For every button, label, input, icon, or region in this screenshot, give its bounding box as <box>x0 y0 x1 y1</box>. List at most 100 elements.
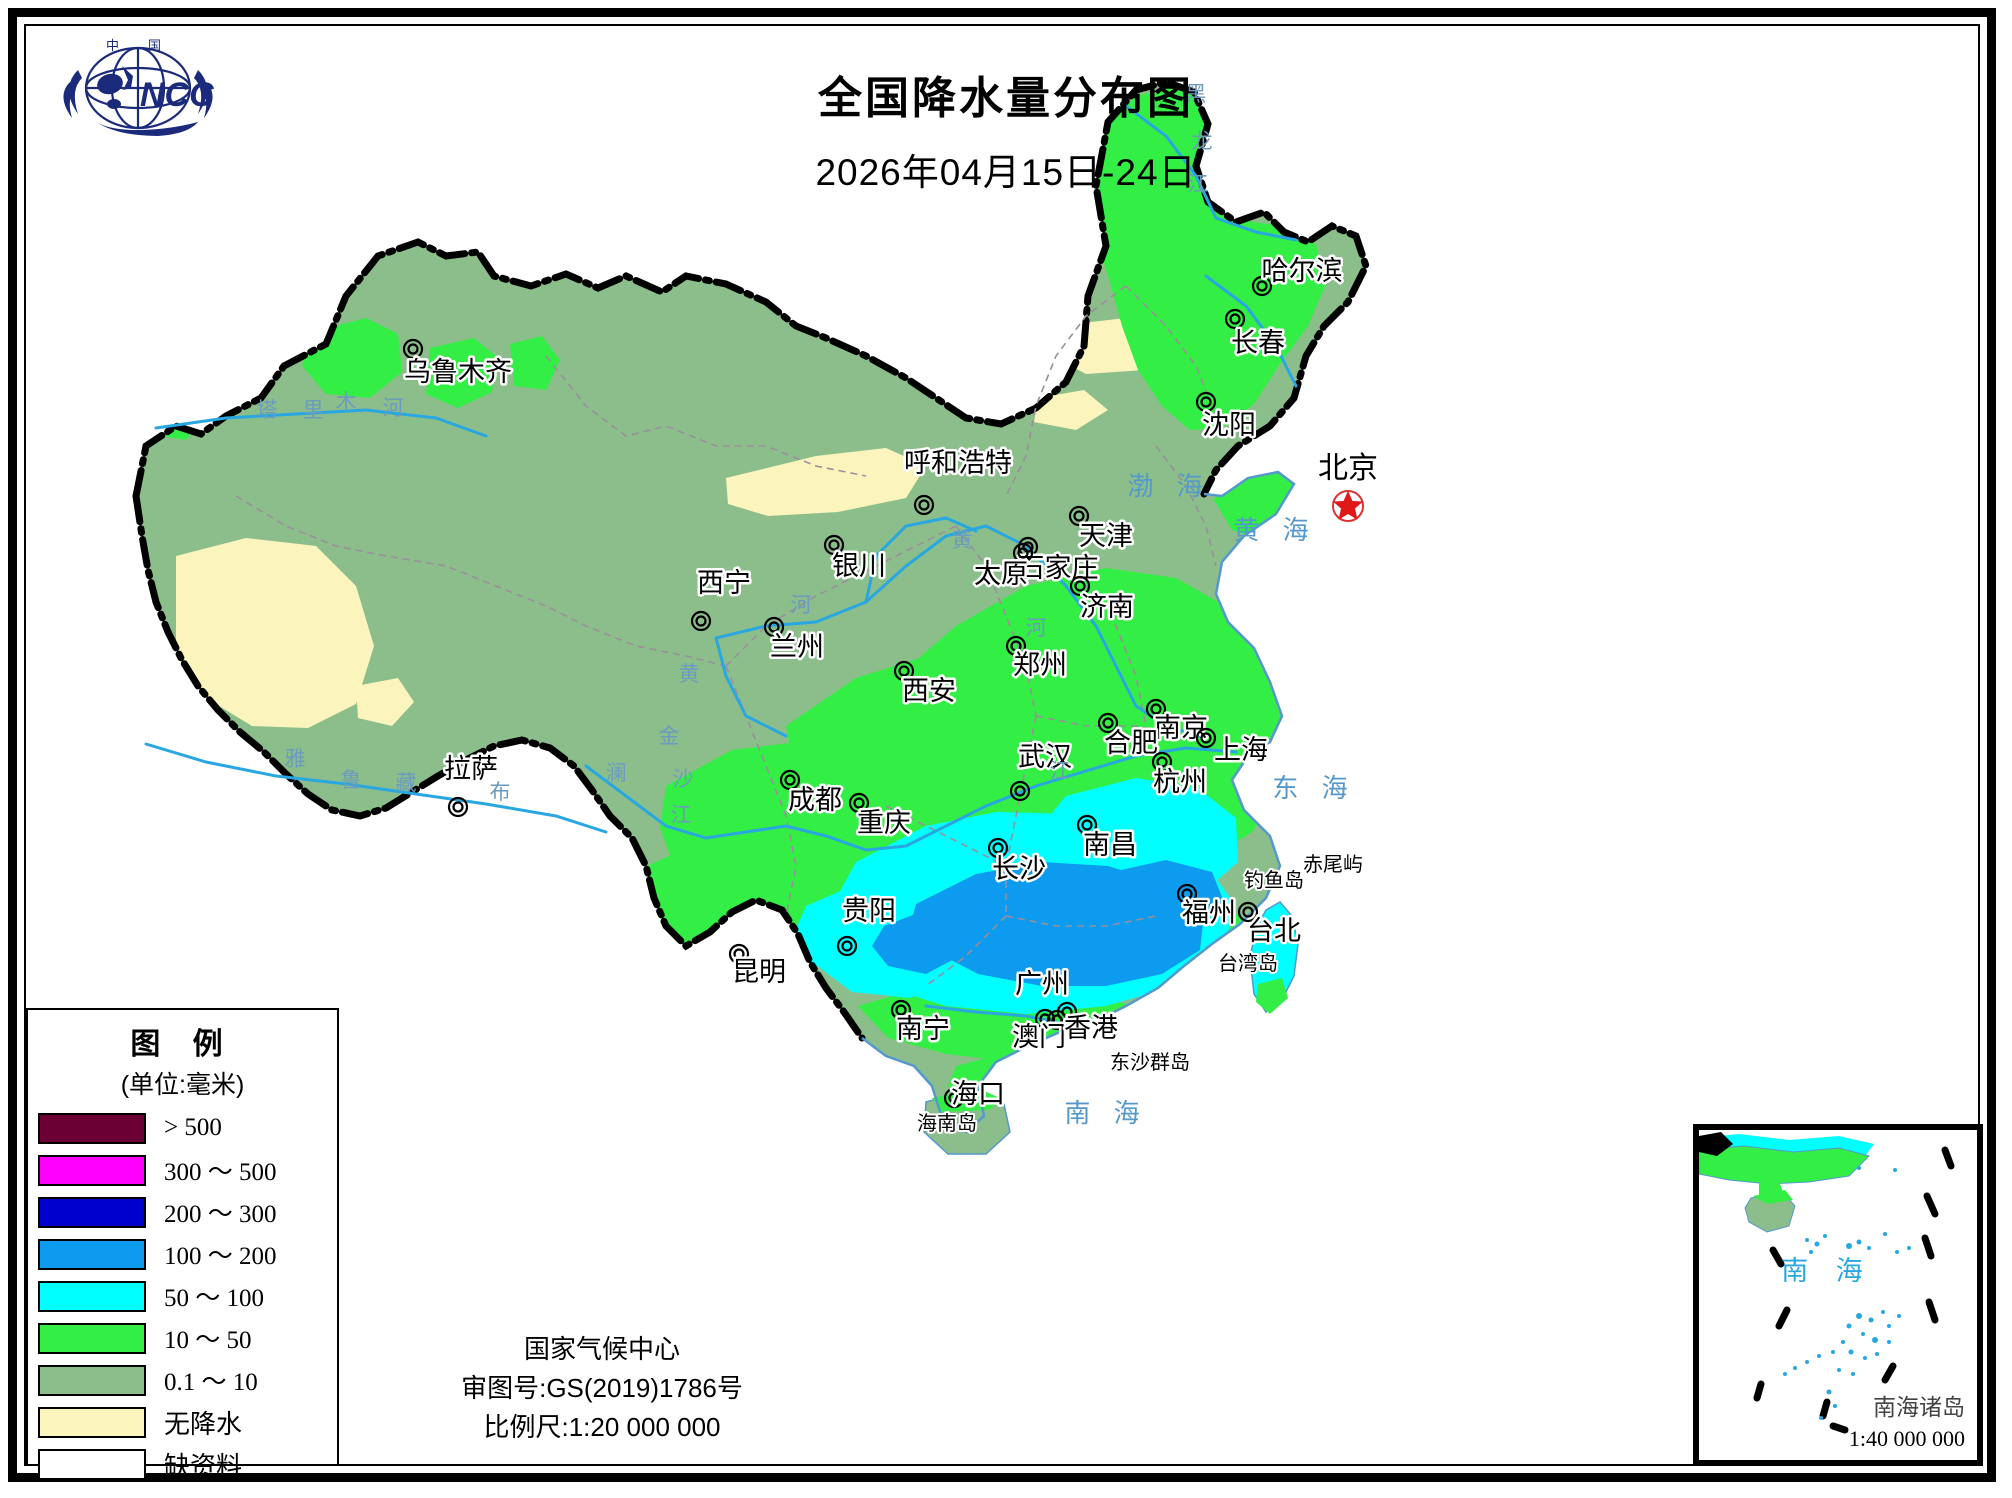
city-label: 重庆 <box>857 808 911 838</box>
city-label: 武汉 <box>1018 742 1072 772</box>
city-marker: 乌鲁木齐 <box>402 338 515 390</box>
river-label: 黄 <box>952 529 973 552</box>
province-boundaries <box>235 285 1217 987</box>
island-label: 钓鱼岛 <box>1244 869 1304 892</box>
city-label: 长春 <box>1231 328 1285 358</box>
city-label: 拉萨 <box>444 754 498 784</box>
page-title: 全国降水量分布图 <box>818 74 1194 123</box>
city-marker: 沈阳 <box>1195 391 1259 443</box>
river-label: 塔 <box>257 399 278 422</box>
national-border-west-south <box>132 492 866 1042</box>
river-label: 河 <box>383 397 404 420</box>
legend-swatch <box>38 1238 146 1270</box>
city-label: 海口 <box>951 1079 1005 1109</box>
river-label: 沙 <box>673 768 694 791</box>
river-label: 黄 <box>679 663 700 686</box>
south-china-sea-inset: 南 海 南海诸岛 1:40 000 000 <box>1693 1124 1983 1466</box>
outer-frame <box>8 8 1996 1482</box>
legend-unit: (单位:毫米) <box>120 1071 245 1099</box>
city-label: 郑州 <box>1013 650 1067 680</box>
page-subtitle: 2026年04月15日-24日 <box>815 152 1197 193</box>
city-marker: 台北 <box>1237 901 1304 949</box>
city-marker: 重庆 <box>848 792 914 841</box>
river-label: 龙 <box>1192 130 1213 153</box>
national-border-north <box>132 78 1370 500</box>
city-marker: 香港 <box>1056 1001 1121 1046</box>
credit-scale: 比例尺:1:20 000 000 <box>483 1412 721 1442</box>
island-label: 海南岛 <box>917 1112 977 1135</box>
inner-frame <box>24 24 1980 1466</box>
river-label: 布 <box>490 781 511 804</box>
city-label: 昆明 <box>732 957 786 987</box>
city-label: 香港 <box>1064 1013 1118 1043</box>
sea-label: 南 海 <box>1064 1098 1147 1128</box>
legend-label: 300 ～ 500 <box>164 1159 277 1186</box>
city-marker: 银川 <box>823 534 889 584</box>
sea-label-layer: 渤 海黄 海东 海南 海 <box>1064 471 1355 1128</box>
legend-item: 10 ～ 50 <box>38 1317 337 1359</box>
river-label-layer: 塔里木河黄河黄河雅鲁藏布金沙江澜 江黑龙江 <box>257 83 1213 827</box>
city-marker: 长沙 <box>987 837 1049 887</box>
city-marker: 太原 <box>972 542 1034 592</box>
inset-scale: 1:40 000 000 <box>1848 1426 1965 1451</box>
river-label: 江 <box>671 804 692 827</box>
city-label: 澳门 <box>1012 1022 1066 1052</box>
legend-swatch <box>38 1280 146 1312</box>
city-marker: 广州 <box>1013 967 1072 1030</box>
city-marker: 兰州 <box>763 616 827 665</box>
city-label: 乌鲁木齐 <box>404 357 512 387</box>
city-label: 哈尔滨 <box>1262 256 1343 286</box>
city-label: 西宁 <box>697 568 751 598</box>
legend-swatch <box>38 1196 146 1228</box>
city-label: 济南 <box>1080 592 1134 622</box>
capital-label: 北京 <box>1318 452 1378 485</box>
city-marker: 拉萨 <box>442 752 501 818</box>
legend-swatch <box>38 1112 146 1144</box>
legend-label: 缺资料 <box>164 1450 243 1481</box>
legend-swatch <box>38 1406 146 1438</box>
legend-item: 50 ～ 100 <box>38 1275 337 1317</box>
river-label: 澜 <box>606 762 627 785</box>
city-marker: 哈尔滨 <box>1251 254 1345 297</box>
legend-label: 50 ～ 100 <box>164 1285 265 1312</box>
city-marker: 昆明 <box>728 943 789 990</box>
city-label: 银川 <box>832 551 886 581</box>
river-label: 河 <box>1026 617 1047 640</box>
svg-text:NCC: NCC <box>140 76 214 114</box>
city-marker: 济南 <box>1069 575 1137 625</box>
city-label: 沈阳 <box>1202 410 1256 440</box>
sea-label: 黄 海 <box>1233 515 1316 545</box>
city-label: 石家庄 <box>1018 553 1099 583</box>
legend-swatch <box>38 1364 146 1396</box>
legend-label: 200 ～ 300 <box>164 1201 277 1228</box>
legend-label: 10 ～ 50 <box>164 1327 252 1354</box>
legend-panel: 图 例 (单位:毫米) > 500 300 ～ 500 200 ～ 300 100 ～… <box>26 1008 339 1481</box>
city-marker: 福州 <box>1176 883 1239 931</box>
river-label: 雅 <box>285 748 306 771</box>
river-label: 金 <box>659 725 680 748</box>
svg-text:国: 国 <box>148 38 161 53</box>
legend-title: 图 例 <box>130 1028 235 1061</box>
river-label: 鲁 <box>341 769 362 792</box>
inset-map: 南 海 <box>1699 1130 1977 1460</box>
river-label: 河 <box>791 594 812 617</box>
legend-item: > 500 <box>38 1107 337 1149</box>
city-marker: 杭州 <box>1151 751 1210 800</box>
river-label: 黑 <box>1186 83 1207 106</box>
sea-label: 东 海 <box>1272 773 1355 803</box>
legend-item: 300 ～ 500 <box>38 1149 337 1191</box>
city-label: 成都 <box>788 785 842 815</box>
city-marker: 南京 <box>1145 698 1211 746</box>
credit-approval: 审图号:GS(2019)1786号 <box>461 1373 743 1403</box>
city-label: 西安 <box>902 676 956 706</box>
city-marker: 西安 <box>893 660 959 709</box>
city-marker: 西宁 <box>690 566 754 632</box>
credits-block: 国家气候中心 审图号:GS(2019)1786号 比例尺:1:20 000 00… <box>392 1330 812 1447</box>
legend-item: 100 ～ 200 <box>38 1233 337 1275</box>
legend-items: > 500 300 ～ 500 200 ～ 300 100 ～ 200 50 ～ 100… <box>28 1107 337 1485</box>
city-marker: 上海 <box>1195 727 1271 768</box>
city-marker: 长春 <box>1224 308 1288 361</box>
